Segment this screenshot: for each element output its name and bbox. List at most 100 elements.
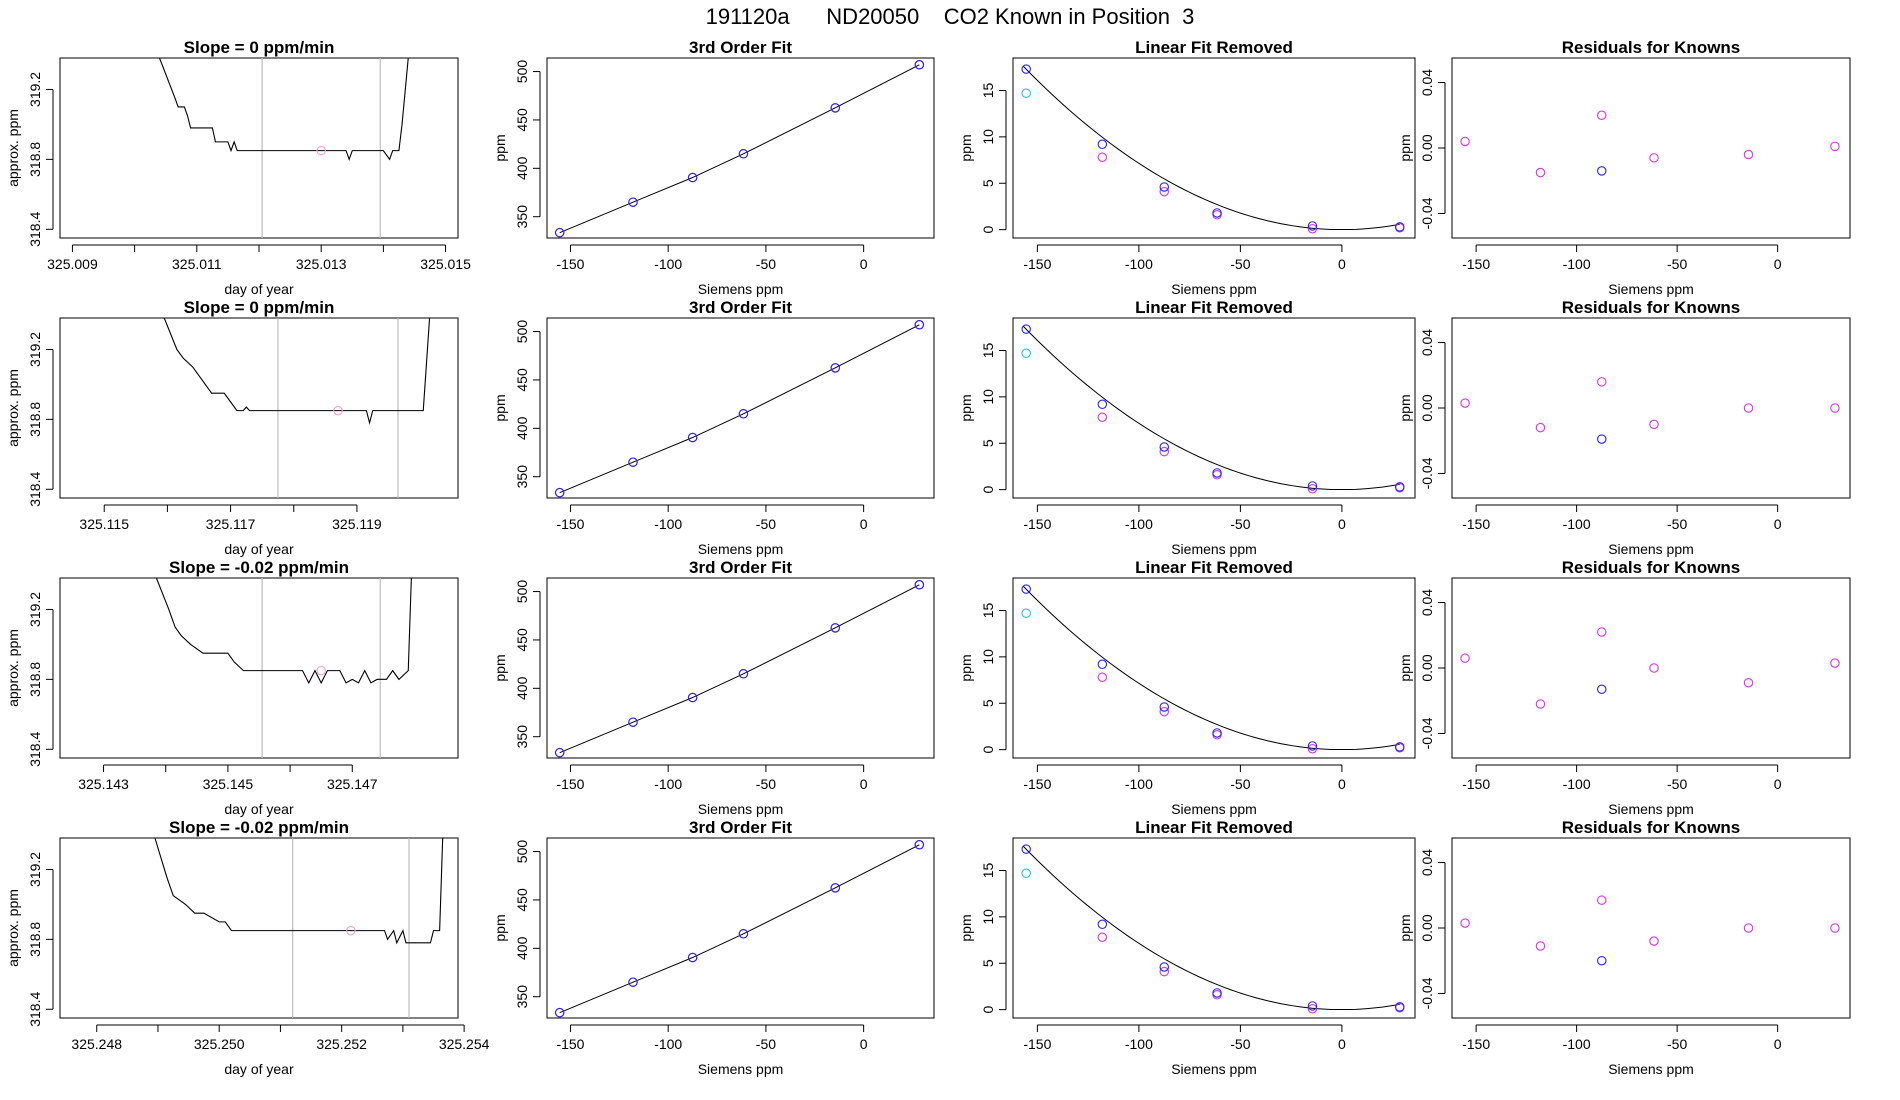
known-point xyxy=(1021,324,1031,334)
slope-plot-ytick-label: 318.8 xyxy=(27,662,43,697)
fit-plot-ytick-label: 450 xyxy=(514,888,530,912)
fit-plot-xlabel: Siemens ppm xyxy=(698,1061,784,1077)
known-point xyxy=(1159,962,1170,972)
slope-plot-xlabel: day of year xyxy=(224,801,294,817)
slope-plot-xtick-label: 325.252 xyxy=(316,1036,367,1052)
slope-plot-ytick-label: 318.4 xyxy=(27,992,43,1027)
fit-plot-ytick-label: 500 xyxy=(514,60,530,84)
known-point xyxy=(1097,139,1108,150)
fit-curve xyxy=(559,584,920,754)
slope-plot-xlabel: day of year xyxy=(224,281,294,297)
slope-plot-ytick-label: 319.2 xyxy=(27,592,43,627)
known-point xyxy=(554,747,565,758)
residual-point xyxy=(1460,136,1470,147)
linrem-plot-xtick-label: -50 xyxy=(1230,1036,1250,1052)
fit-plot-ylabel: ppm xyxy=(492,654,508,681)
series-line xyxy=(163,318,431,423)
known-point xyxy=(1307,221,1318,231)
slope-plot-xtick-label: 325.015 xyxy=(420,256,471,272)
reference-point xyxy=(1021,348,1031,359)
residual-point xyxy=(1649,419,1659,430)
raw-point xyxy=(1097,932,1108,943)
linrem-plot-xtick-label: -100 xyxy=(1125,776,1153,792)
linrem-plot-xtick-label: -100 xyxy=(1125,516,1153,532)
fit-plot-ylabel: ppm xyxy=(492,394,508,421)
known-point xyxy=(1307,741,1318,751)
fit-plot-frame xyxy=(546,837,935,1019)
resid-plot-ytick-label: 0.04 xyxy=(1419,69,1435,96)
resid-plot-frame xyxy=(1451,57,1851,239)
linrem-plot-xtick-label: -50 xyxy=(1230,516,1250,532)
resid-plot-frame xyxy=(1451,577,1851,759)
fit-plot-ytick-label: 400 xyxy=(514,936,530,960)
known-point xyxy=(1212,728,1222,738)
residual-point xyxy=(1743,403,1754,413)
fit-plot-xtick-label: -100 xyxy=(654,256,682,272)
fit-plot-ytick-label: 400 xyxy=(514,676,530,700)
mean-point xyxy=(316,145,326,156)
raw-point xyxy=(1212,210,1222,220)
resid-plot-xtick-label: -150 xyxy=(1462,516,1490,532)
known-point xyxy=(830,883,841,893)
resid-plot-xtick-label: -150 xyxy=(1462,776,1490,792)
resid-plot-row-4: Residuals for Knowns Siemens ppm ppm -150 -1… xyxy=(1397,818,1851,1077)
reference-point xyxy=(1021,868,1031,879)
residual-point xyxy=(1649,663,1659,673)
linrem-plot-frame xyxy=(1012,837,1416,1019)
slope-plot-xtick-label: 325.119 xyxy=(332,516,382,532)
known-point xyxy=(914,320,925,330)
fit-plot-ytick-label: 350 xyxy=(514,465,530,489)
residual-point xyxy=(1597,895,1607,905)
raw-point xyxy=(1307,1003,1318,1014)
linrem-plot-ytick-label: 5 xyxy=(980,179,996,187)
fit-plot-ytick-label: 500 xyxy=(514,840,530,864)
resid-plot-row-3: Residuals for Knowns Siemens ppm ppm -150 -1… xyxy=(1397,558,1851,817)
fit-plot-ytick-label: 450 xyxy=(514,368,530,392)
resid-plot-ytick-label: -0.04 xyxy=(1419,717,1435,749)
resid-plot-title: Residuals for Knowns xyxy=(1562,38,1741,57)
known-point xyxy=(830,363,841,373)
resid-plot-ytick-label: 0.00 xyxy=(1419,134,1435,161)
linrem-plot-row-2: Linear Fit Removed Siemens ppm ppm -150 -100… xyxy=(958,298,1416,557)
fit-plot-row-1: 3rd Order Fit Siemens ppm ppm -150 -100 -50 0 3… xyxy=(492,38,935,297)
fit-plot-ytick-label: 350 xyxy=(514,985,530,1009)
fit-plot-xlabel: Siemens ppm xyxy=(698,801,784,817)
resid-plot-ytick-label: -0.04 xyxy=(1419,457,1435,489)
slope-plot-title: Slope = -0.02 ppm/min xyxy=(169,558,349,577)
residual-point xyxy=(1830,141,1840,152)
linrem-plot-row-3: Linear Fit Removed Siemens ppm ppm -150 -100… xyxy=(958,558,1416,817)
fit-plot-ytick-label: 350 xyxy=(514,205,530,229)
linrem-plot-xtick-label: -150 xyxy=(1023,1036,1051,1052)
slope-plot-xlabel: day of year xyxy=(224,1061,294,1077)
fit-curve xyxy=(559,844,920,1014)
residual-point xyxy=(1597,627,1607,637)
fit-plot-xtick-label: -50 xyxy=(756,1036,776,1052)
slope-plot-xtick-label: 325.248 xyxy=(71,1036,122,1052)
slope-plot-xtick-label: 325.147 xyxy=(327,776,378,792)
known-point xyxy=(1159,182,1170,192)
resid-plot-frame xyxy=(1451,317,1851,499)
mean-point xyxy=(316,665,326,676)
raw-point xyxy=(1212,470,1222,480)
slope-plot-ytick-label: 318.4 xyxy=(27,472,43,507)
known-point xyxy=(554,1007,565,1018)
fit-plot-xtick-label: -150 xyxy=(556,256,584,272)
residual-point xyxy=(1460,398,1470,408)
known-point xyxy=(628,457,638,467)
fit-plot-frame xyxy=(546,57,935,239)
linrem-plot-ylabel: ppm xyxy=(958,914,974,941)
linrem-plot-xtick-label: -150 xyxy=(1023,516,1051,532)
slope-plot-xtick-label: 325.250 xyxy=(194,1036,245,1052)
residual-point xyxy=(1535,167,1546,178)
fit-plot-row-2: 3rd Order Fit Siemens ppm ppm -150 -100 -50 0 3… xyxy=(492,298,935,557)
fit-curve xyxy=(1022,845,1400,1010)
fit-plot-ytick-label: 500 xyxy=(514,320,530,344)
resid-plot-xtick-label: -50 xyxy=(1667,516,1687,532)
raw-point xyxy=(1097,672,1108,683)
resid-plot-row-2: Residuals for Knowns Siemens ppm ppm -150 -1… xyxy=(1397,298,1851,557)
residual-point-known xyxy=(1597,955,1607,966)
raw-point xyxy=(1307,483,1318,494)
residual-point xyxy=(1597,110,1607,121)
fit-plot-xtick-label: 0 xyxy=(860,516,868,532)
slope-plot-title: Slope = 0 ppm/min xyxy=(184,298,335,317)
